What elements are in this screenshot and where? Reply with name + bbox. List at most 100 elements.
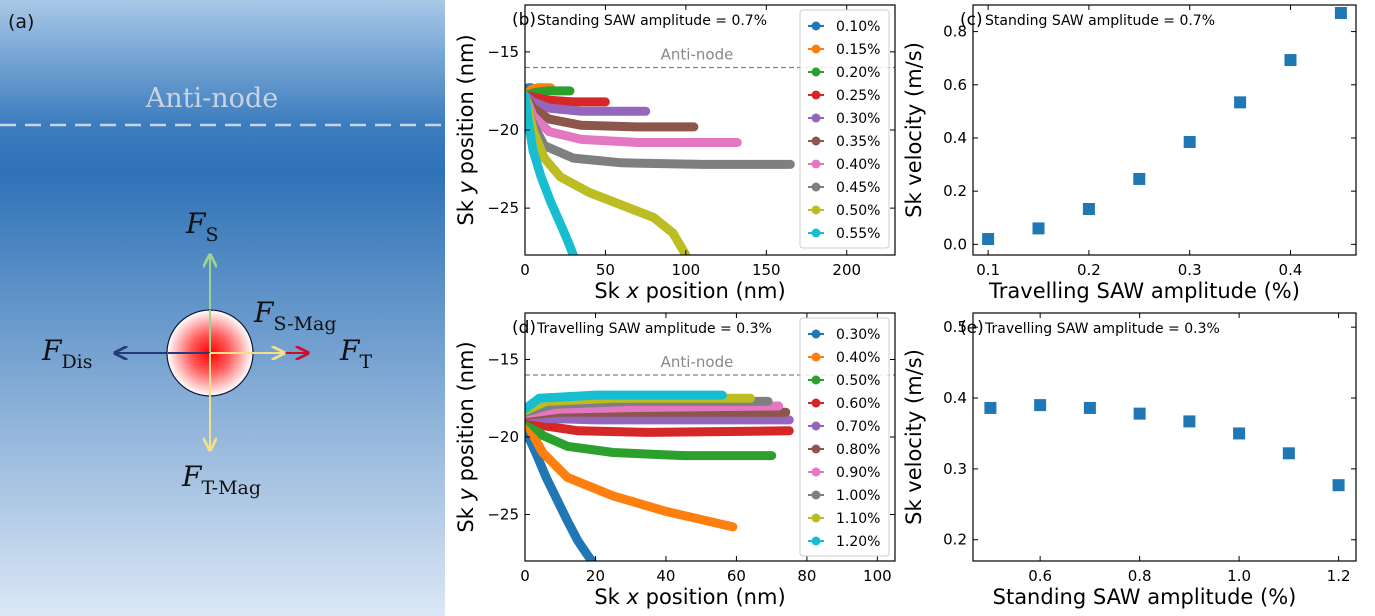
- legend-swatch-marker: [811, 228, 821, 238]
- chart-c: 0.1 0.2 0.3 0.4 0.0 0.2 0.4 0.6 0.8(c) Standing S…: [902, 4, 1357, 303]
- chart-e: 0.6 0.8 1.0 1.2 0.2 0.3 0.4 0.5(e) Travelling SA…: [902, 312, 1357, 609]
- chart-d: Anti-node 0 20 40 60 80 100 −15 −20 −25 (d) Travell…: [454, 312, 896, 609]
- legend-label: 0.20%: [836, 65, 880, 81]
- x-tick-label: 150: [752, 261, 781, 279]
- x-axis-label-pre: Sk: [594, 279, 626, 303]
- legend-swatch-marker: [811, 352, 821, 362]
- x-axis-label: Travelling SAW amplitude (%): [988, 279, 1300, 303]
- legend-label: 1.00%: [836, 488, 880, 504]
- x-tick-label: 100: [672, 261, 701, 279]
- panel-label: (e): [960, 318, 984, 338]
- data-point-6: [1282, 447, 1295, 460]
- x-tick-label: 50: [596, 261, 615, 279]
- legend-swatch-marker: [811, 182, 821, 192]
- legend-label: 0.40%: [836, 157, 880, 173]
- legend-label: 1.20%: [836, 534, 880, 550]
- legend-swatch-marker: [811, 536, 821, 546]
- y-tick-label: 0.6: [943, 76, 967, 94]
- legend-swatch-marker: [811, 21, 821, 31]
- data-point-1: [1032, 222, 1045, 235]
- data-point-0: [982, 233, 995, 246]
- y-tick-label: 0.3: [943, 460, 967, 478]
- x-axis-label: Standing SAW amplitude (%): [993, 585, 1297, 609]
- annotation: Standing SAW amplitude = 0.7%: [537, 13, 767, 29]
- legend-label: 0.30%: [836, 111, 880, 127]
- series-9-start-point: [525, 91, 530, 101]
- antinode-reference-label: Anti-node: [661, 46, 734, 64]
- y-tick-label: −15: [487, 43, 519, 61]
- legend-label: 0.55%: [836, 226, 880, 242]
- x-axis-label-post: position (nm): [639, 585, 786, 609]
- series-2-trajectory: [525, 412, 777, 461]
- legend-label: 0.35%: [836, 134, 880, 150]
- x-tick-label: 0: [520, 567, 530, 585]
- plot-area: [982, 6, 1347, 246]
- data-point-7: [1332, 479, 1345, 492]
- legend-label: 0.30%: [836, 327, 880, 343]
- x-axis-label-post: position (nm): [639, 279, 786, 303]
- legend-label: 0.80%: [836, 442, 880, 458]
- legend-swatch-marker: [811, 467, 821, 477]
- legend-label: 0.25%: [836, 88, 880, 104]
- y-axis-label: Sk y position (nm): [454, 34, 478, 225]
- legend-label: 0.50%: [836, 373, 880, 389]
- y-axis-label: Sk velocity (m/s): [902, 349, 926, 525]
- x-axis-label-pre: Sk: [594, 585, 626, 609]
- x-tick-label: 1.0: [1227, 567, 1251, 585]
- x-tick-label: 0.3: [1178, 261, 1202, 279]
- legend-label: 0.50%: [836, 203, 880, 219]
- x-tick-label: 0: [520, 261, 530, 279]
- y-tick-label: 0.5: [943, 318, 967, 336]
- annotation: Travelling SAW amplitude = 0.3%: [536, 321, 772, 337]
- legend-label: 0.45%: [836, 180, 880, 196]
- legend-swatch-marker: [811, 329, 821, 339]
- y-tick-label: 0.4: [943, 129, 967, 147]
- data-point-3: [1133, 407, 1146, 420]
- y-axis-label: Sk velocity (m/s): [902, 42, 926, 218]
- y-axis-label-var: y: [454, 180, 478, 194]
- legend-label: 0.10%: [836, 19, 880, 35]
- x-tick-label: 0.1: [976, 261, 1000, 279]
- legend-box: [799, 9, 890, 249]
- y-tick-label: 0.2: [943, 531, 967, 549]
- x-axis-label-var: x: [626, 585, 640, 609]
- panel-a-label: (a): [8, 11, 34, 33]
- legend-swatch-marker: [811, 67, 821, 77]
- y-tick-label: −20: [487, 428, 519, 446]
- series-1-trajectory: [525, 415, 738, 532]
- legend-swatch-marker: [811, 90, 821, 100]
- plot-area: [984, 399, 1345, 492]
- data-point-5: [1233, 427, 1246, 440]
- data-point-2: [1083, 401, 1096, 414]
- x-tick-label: 80: [797, 567, 816, 585]
- legend-swatch-marker: [811, 136, 821, 146]
- plot-area: [525, 83, 795, 255]
- y-axis-label-post: position (nm): [454, 34, 478, 181]
- series-3-trajectory: [525, 410, 794, 437]
- x-axis-label: Sk x position (nm): [594, 279, 785, 303]
- x-tick-label: 200: [832, 261, 861, 279]
- data-point-2: [1082, 202, 1095, 215]
- y-axis-label-var: y: [454, 487, 478, 501]
- x-tick-label: 0.8: [1128, 567, 1152, 585]
- axes-frame: [972, 4, 1357, 256]
- legend-label: 0.70%: [836, 419, 880, 435]
- antinode-label: Anti-node: [145, 83, 278, 114]
- panel-label: (d): [512, 318, 536, 338]
- data-point-4: [1183, 135, 1196, 148]
- legend-swatch-marker: [811, 490, 821, 500]
- data-point-0: [984, 401, 997, 414]
- y-tick-label: −15: [487, 351, 519, 369]
- x-tick-label: 0.4: [1279, 261, 1303, 279]
- x-tick-label: 60: [727, 567, 746, 585]
- chart-b: Anti-node 0 50 100 150 200 −15 −20 −25 (b) Standin…: [454, 4, 896, 303]
- force-s-label: FS: [185, 207, 218, 246]
- panel-a-background: [0, 0, 445, 616]
- y-tick-label: −20: [487, 121, 519, 139]
- panel-a: (a) Anti-node FS FS-Mag FDis FT FT-Mag: [0, 0, 445, 616]
- series-8-trajectory: [525, 91, 691, 255]
- y-tick-label: 0.8: [943, 23, 967, 41]
- series-9-start-point: [525, 404, 530, 414]
- force-t-label: FT: [339, 334, 372, 373]
- y-axis-label-pre: Sk: [454, 193, 478, 225]
